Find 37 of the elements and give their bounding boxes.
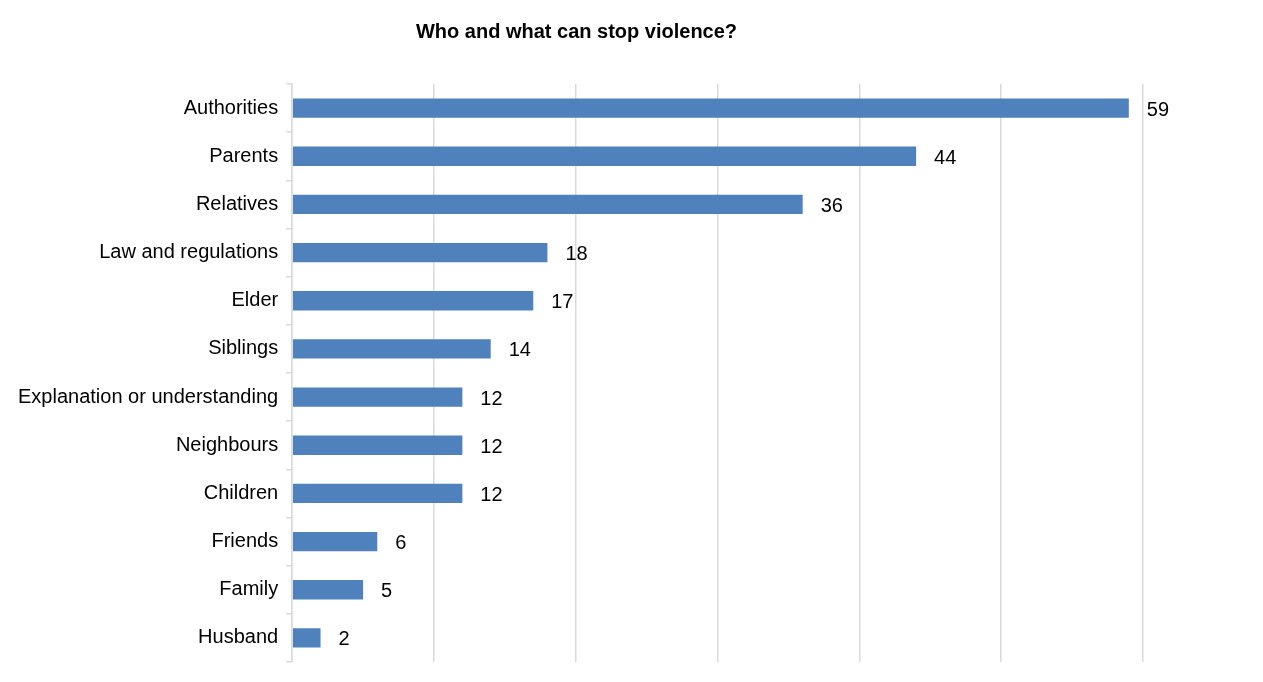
data-label: 18 <box>565 242 588 265</box>
data-label: 12 <box>480 482 503 505</box>
data-label: 59 <box>1146 97 1170 120</box>
bar <box>292 339 491 359</box>
data-label: 12 <box>480 386 503 409</box>
y-tick-label: Husband <box>198 625 279 648</box>
y-tick-label: Relatives <box>195 191 279 214</box>
data-label: 44 <box>934 145 957 168</box>
y-tick-label: Authorities <box>183 95 279 118</box>
y-tick-label: Parents <box>209 143 279 166</box>
data-label: 14 <box>508 338 531 361</box>
data-label: 12 <box>480 434 503 457</box>
bar <box>292 194 803 215</box>
y-tick-label: Law and regulations <box>99 240 279 263</box>
data-label: 2 <box>338 627 350 650</box>
y-tick-label: Siblings <box>208 336 279 359</box>
data-label: 5 <box>381 579 393 602</box>
y-tick-label: Elder <box>231 288 279 311</box>
data-label: 17 <box>551 290 574 313</box>
chart-title: Who and what can stop violence? <box>415 19 738 42</box>
y-tick-label: Children <box>203 480 279 503</box>
data-label: 36 <box>820 193 843 216</box>
y-tick-label: Family <box>219 577 279 600</box>
bar <box>292 531 378 552</box>
bar <box>292 98 1129 118</box>
bar <box>292 483 463 504</box>
bar <box>292 146 917 166</box>
bar <box>292 435 463 455</box>
bar <box>292 291 534 311</box>
data-label: 6 <box>395 531 407 554</box>
bar <box>292 628 321 648</box>
y-tick-label: Neighbours <box>175 432 279 455</box>
bar <box>292 580 364 600</box>
bar <box>292 387 463 407</box>
bar <box>292 242 548 263</box>
y-tick-label: Explanation or understanding <box>18 384 279 407</box>
y-tick-label: Friends <box>211 529 279 552</box>
